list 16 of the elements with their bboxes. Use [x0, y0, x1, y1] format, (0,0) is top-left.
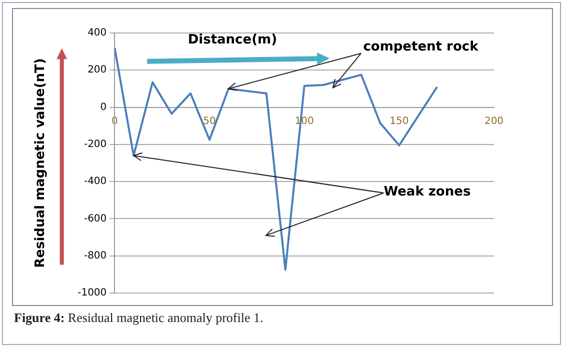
x-tick-label: 200 [484, 116, 504, 127]
y-tick-label: -600 [84, 213, 107, 224]
y-tick-label: 0 [100, 102, 107, 113]
y-axis-title: Residual magnetic value(nT) [33, 58, 48, 268]
annotation: Weak zones [384, 184, 471, 200]
annotation: competent rock [363, 40, 479, 55]
y-tick-label: -800 [84, 250, 107, 262]
caption: Figure 4: Residual magnetic anomaly profile 1. [14, 310, 264, 326]
y-tick-label: -400 [84, 176, 107, 188]
y-tick-label: -1000 [78, 288, 107, 299]
y-tick-label: -200 [84, 139, 107, 150]
x-axis-title: Distance(m) [188, 32, 278, 48]
x-tick-label: 150 [390, 116, 409, 127]
y-tick-label: 400 [88, 28, 107, 39]
x-tick-label: 50 [203, 116, 216, 127]
y-tick-label: 200 [88, 64, 107, 76]
